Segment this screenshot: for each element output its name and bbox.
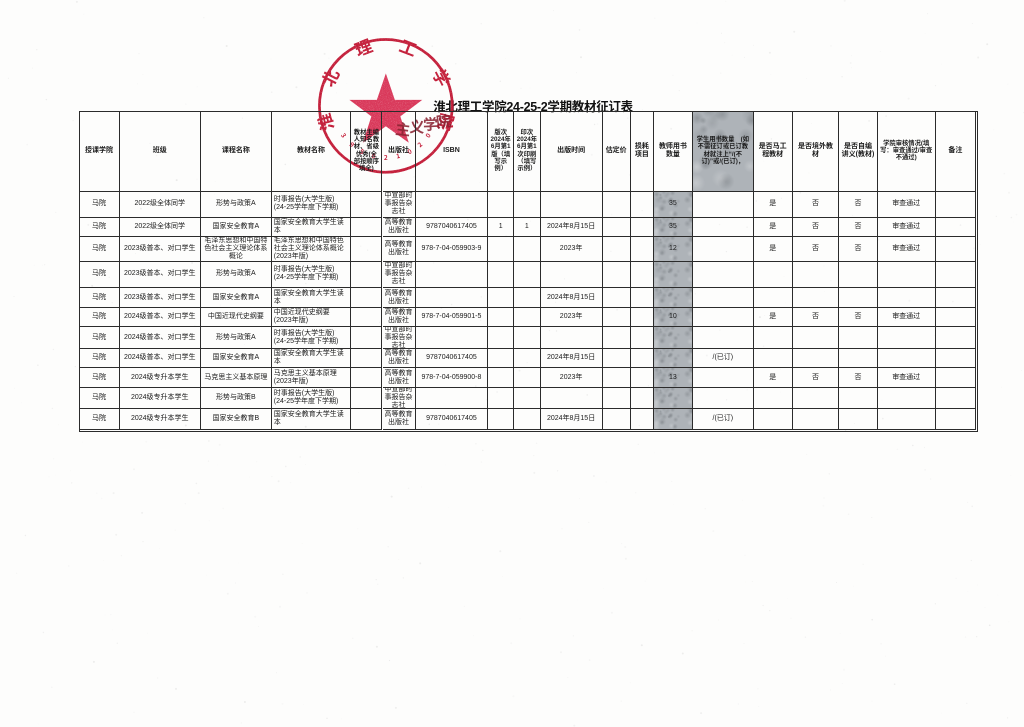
svg-text:工: 工 (396, 32, 421, 61)
svg-text:北: 北 (314, 63, 344, 89)
svg-text:学: 学 (427, 64, 457, 90)
svg-text:理: 理 (350, 32, 375, 61)
